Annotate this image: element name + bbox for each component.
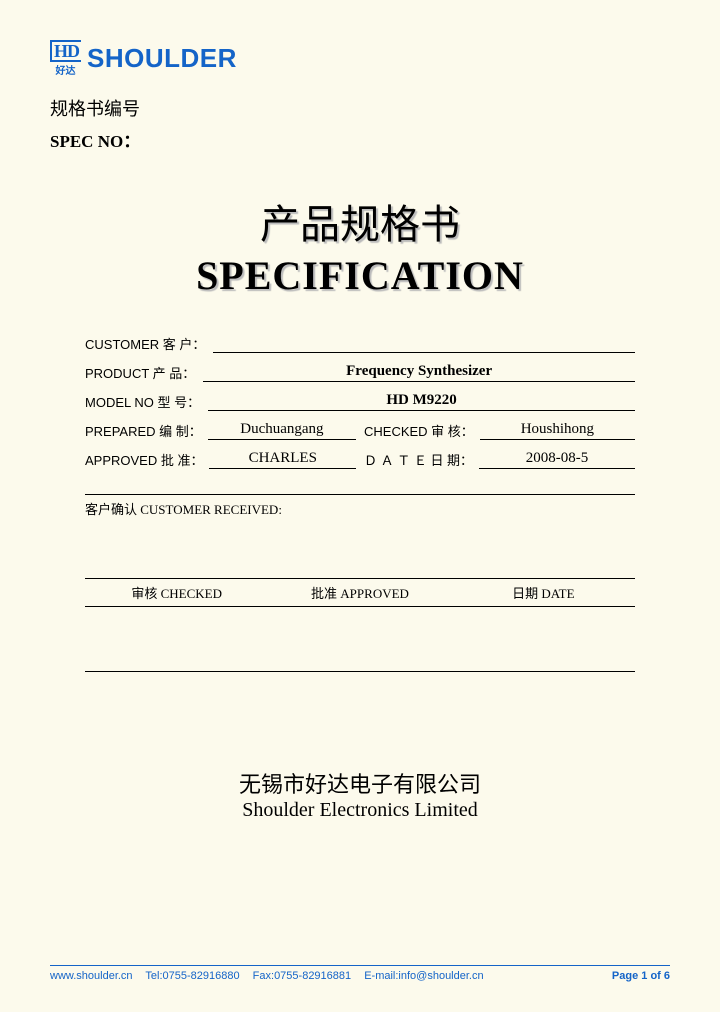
sig-date-header: 日期 DATE bbox=[452, 579, 635, 607]
spec-no-cn: 规格书编号 bbox=[50, 95, 670, 121]
footer-left: www.shoulder.cn Tel:0755-82916880 Fax:07… bbox=[50, 970, 494, 982]
customer-received-block: 客户确认 CUSTOMER RECEIVED: bbox=[50, 494, 670, 518]
checked-label: CHECKED 审 核： bbox=[364, 421, 474, 440]
sig-checked-cell bbox=[85, 607, 268, 672]
sig-date-cell bbox=[452, 607, 635, 672]
footer-tel: Tel:0755-82916880 bbox=[145, 970, 239, 982]
prepared-label: PREPARED 编 制： bbox=[85, 421, 202, 440]
customer-label: CUSTOMER 客 户： bbox=[85, 334, 205, 353]
row-customer: CUSTOMER 客 户： bbox=[85, 334, 635, 353]
logo-text: SHOULDER bbox=[87, 43, 237, 74]
product-value: Frequency Synthesizer bbox=[203, 363, 635, 382]
logo-row: HD 好达 SHOULDER bbox=[50, 40, 670, 77]
logo-cn: 好达 bbox=[50, 62, 81, 77]
sig-approved-cell bbox=[268, 607, 451, 672]
model-value: HD M9220 bbox=[208, 392, 635, 411]
row-model: MODEL NO 型 号： HD M9220 bbox=[85, 392, 635, 411]
row-prepared-checked: PREPARED 编 制： Duchuangang CHECKED 审 核： H… bbox=[85, 421, 635, 440]
approved-label: APPROVED 批 准： bbox=[85, 450, 203, 469]
date-value: 2008-08-5 bbox=[479, 450, 635, 469]
fields-block: CUSTOMER 客 户： PRODUCT 产 品： Frequency Syn… bbox=[50, 334, 670, 469]
company-en: Shoulder Electronics Limited bbox=[50, 799, 670, 822]
sig-approved-header: 批准 APPROVED bbox=[268, 579, 451, 607]
title-cn: 产品规格书 bbox=[50, 192, 670, 250]
date-label: Ｄ Ａ Ｔ Ｅ 日 期： bbox=[364, 450, 473, 469]
spec-no-en: SPEC NO： bbox=[50, 127, 670, 152]
title-en: SPECIFICATION bbox=[50, 252, 670, 299]
company-cn: 无锡市好达电子有限公司 bbox=[50, 767, 670, 799]
spec-no-block: 规格书编号 SPEC NO： bbox=[50, 95, 670, 152]
footer-web: www.shoulder.cn bbox=[50, 970, 133, 982]
company-block: 无锡市好达电子有限公司 Shoulder Electronics Limited bbox=[50, 767, 670, 822]
title-block: 产品规格书 SPECIFICATION bbox=[50, 192, 670, 299]
specification-page: HD 好达 SHOULDER 规格书编号 SPEC NO： 产品规格书 SPEC… bbox=[0, 0, 720, 1012]
approved-value: CHARLES bbox=[209, 450, 356, 469]
checked-value: Houshihong bbox=[480, 421, 635, 440]
footer-page: Page 1 of 6 bbox=[612, 970, 670, 982]
footer: www.shoulder.cn Tel:0755-82916880 Fax:07… bbox=[50, 965, 670, 982]
footer-email: E-mail:info@shoulder.cn bbox=[364, 970, 483, 982]
customer-received-label: 客户确认 CUSTOMER RECEIVED: bbox=[85, 494, 635, 518]
logo-hd: HD bbox=[50, 40, 81, 62]
sig-checked-header: 审核 CHECKED bbox=[85, 579, 268, 607]
row-product: PRODUCT 产 品： Frequency Synthesizer bbox=[85, 363, 635, 382]
model-label: MODEL NO 型 号： bbox=[85, 392, 200, 411]
row-approved-date: APPROVED 批 准： CHARLES Ｄ Ａ Ｔ Ｅ 日 期： 2008-… bbox=[85, 450, 635, 469]
customer-value bbox=[213, 335, 635, 353]
prepared-value: Duchuangang bbox=[208, 421, 356, 440]
signature-table: 审核 CHECKED 批准 APPROVED 日期 DATE bbox=[85, 578, 635, 672]
product-label: PRODUCT 产 品： bbox=[85, 363, 195, 382]
footer-fax: Fax:0755-82916881 bbox=[253, 970, 351, 982]
logo-mark: HD 好达 bbox=[50, 40, 81, 77]
